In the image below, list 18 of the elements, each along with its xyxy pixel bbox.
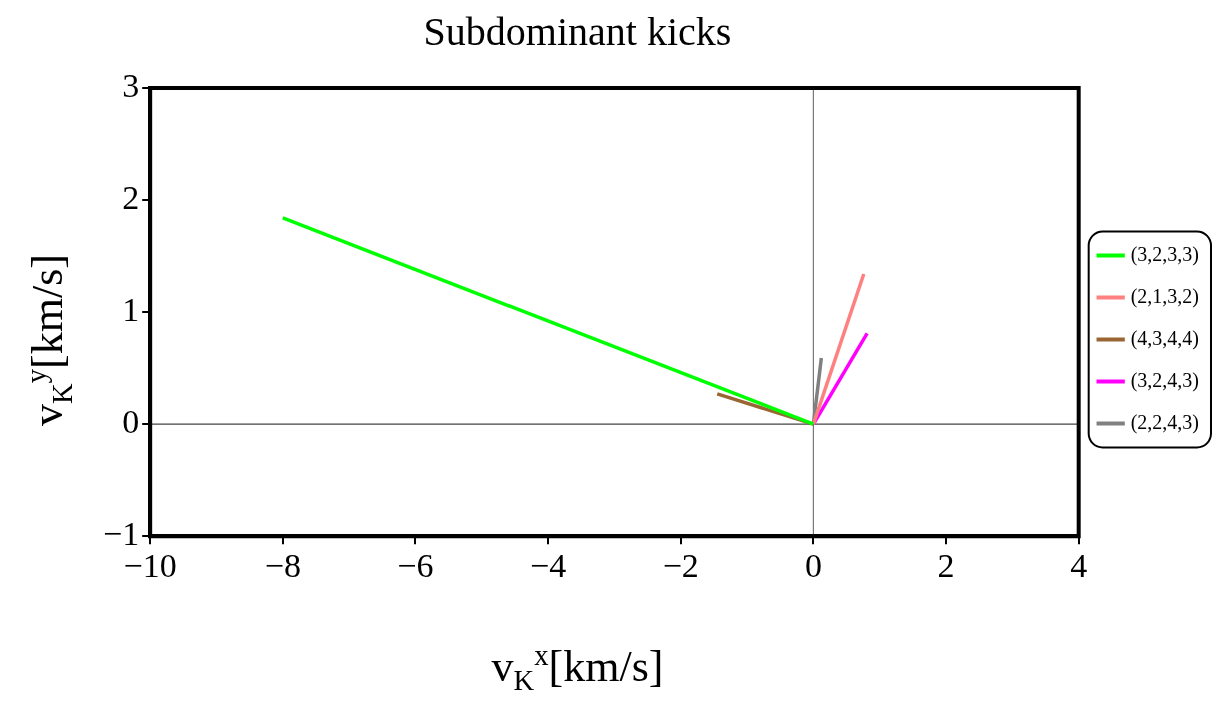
x-tick-label: 0 [804,546,822,584]
y-tick-label: 1 [122,291,140,329]
x-tick-label: 2 [937,546,955,584]
chart-title: Subdominant kicks [422,8,733,55]
x-tick-label: −4 [530,546,567,584]
legend-label: (4,3,4,4) [1130,326,1200,350]
legend-label: (3,2,4,3) [1130,368,1200,392]
y-tick-label: 0 [122,403,140,441]
y-tick-label: 2 [122,178,140,216]
legend-label: (2,1,3,2) [1130,284,1200,308]
legend-label: (3,2,3,3) [1130,242,1200,266]
x-tick-label: −6 [397,546,434,584]
y-tick-label: 3 [122,66,140,104]
x-tick-label: 4 [1070,546,1088,584]
legend-label: (2,2,4,3) [1130,410,1200,434]
x-tick-label: −2 [662,546,699,584]
x-axis-title: v$_{K}$$^{x}$[km/s] [490,640,665,698]
x-tick-label: −8 [264,546,301,584]
